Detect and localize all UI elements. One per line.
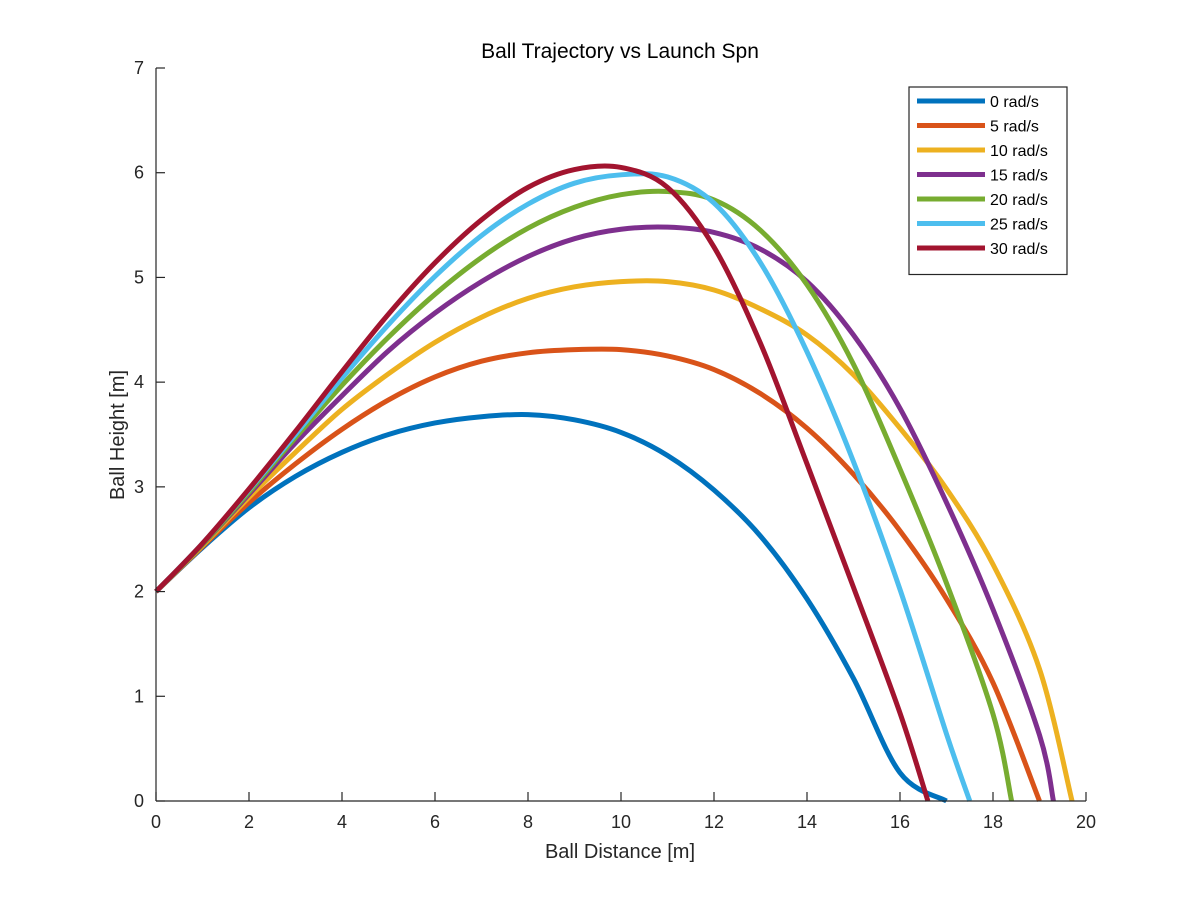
- legend-label-2: 10 rad/s: [990, 143, 1048, 160]
- x-tick-label-2: 4: [337, 812, 347, 832]
- x-tick-label-3: 6: [430, 812, 440, 832]
- y-tick-label-4: 4: [134, 372, 144, 392]
- x-tick-label-9: 18: [983, 812, 1003, 832]
- x-tick-label-10: 20: [1076, 812, 1096, 832]
- x-tick-label-0: 0: [151, 812, 161, 832]
- x-axis-label: Ball Distance [m]: [545, 841, 695, 863]
- y-axis-label: Ball Height [m]: [107, 370, 129, 500]
- legend-label-1: 5 rad/s: [990, 119, 1039, 136]
- legend: 0 rad/s 5 rad/s 10 rad/s 15 rad/s 20 rad/s 25…: [908, 86, 1068, 276]
- legend-label-6: 30 rad/s: [990, 241, 1048, 258]
- legend-label-3: 15 rad/s: [990, 168, 1048, 185]
- y-tick-label-1: 1: [134, 686, 144, 706]
- legend-label-4: 20 rad/s: [990, 192, 1048, 209]
- series-line-6: [154, 163, 931, 802]
- series-line-2: [154, 278, 1075, 802]
- legend-label-0: 0 rad/s: [990, 94, 1039, 111]
- legend-label-5: 25 rad/s: [990, 217, 1048, 234]
- plot-area: [154, 163, 1075, 804]
- series-line-1: [154, 346, 1042, 802]
- x-tick-label-6: 12: [704, 812, 724, 832]
- x-tick-label-5: 10: [611, 812, 631, 832]
- y-tick-label-2: 2: [134, 582, 144, 602]
- x-tick-label-4: 8: [523, 812, 533, 832]
- chart-title: Ball Trajectory vs Launch Spn: [481, 40, 759, 63]
- x-tick-label-7: 14: [797, 812, 817, 832]
- series-line-3: [154, 224, 1056, 802]
- y-tick-label-7: 7: [134, 58, 144, 78]
- x-tick-label-8: 16: [890, 812, 910, 832]
- y-tick-label-5: 5: [134, 267, 144, 287]
- series-line-0: [154, 411, 948, 804]
- y-tick-label-0: 0: [134, 791, 144, 811]
- y-tick-label-6: 6: [134, 163, 144, 183]
- x-tick-label-1: 2: [244, 812, 254, 832]
- y-tick-label-3: 3: [134, 477, 144, 497]
- legend-box: [908, 86, 1068, 276]
